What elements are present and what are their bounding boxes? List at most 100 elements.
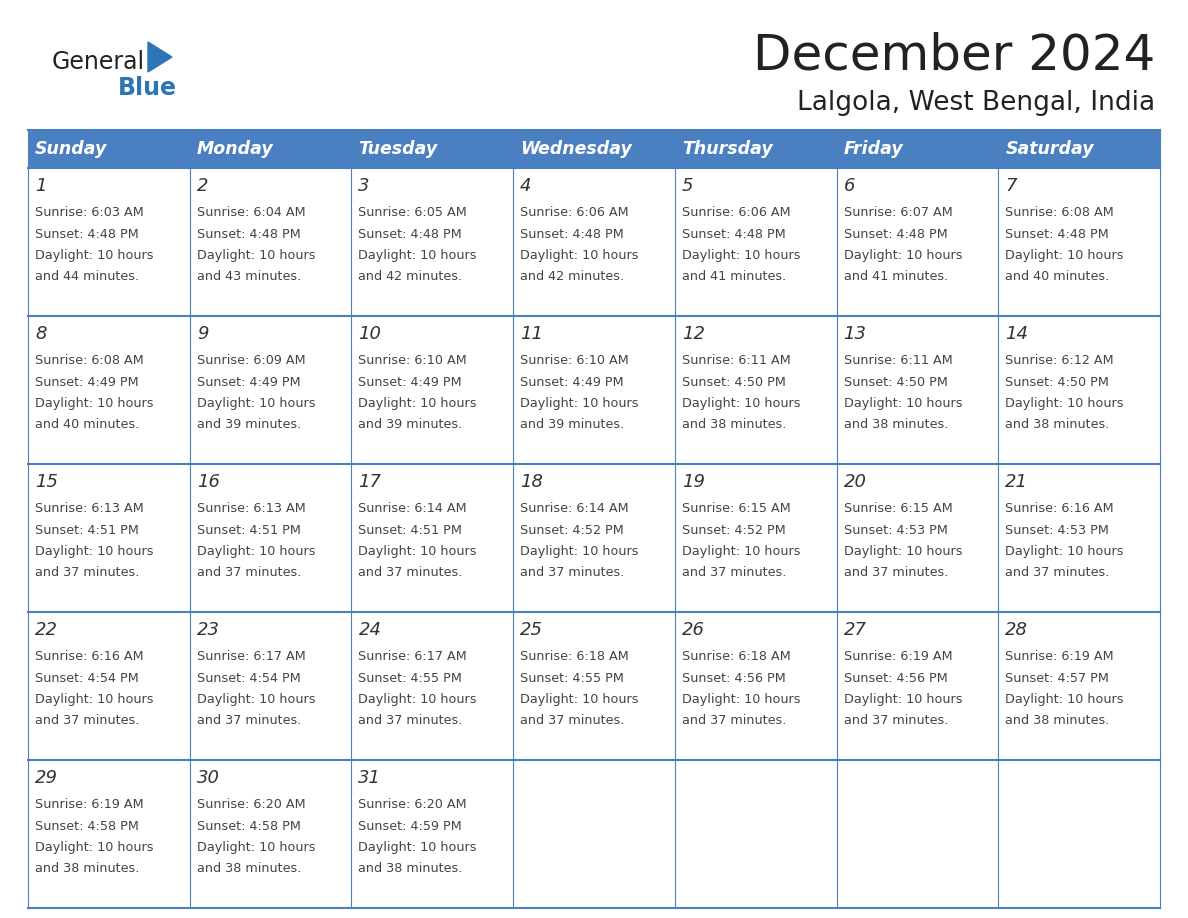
Text: Sunset: 4:48 PM: Sunset: 4:48 PM bbox=[520, 228, 624, 241]
Text: and 39 minutes.: and 39 minutes. bbox=[520, 418, 625, 431]
Text: and 38 minutes.: and 38 minutes. bbox=[34, 861, 139, 875]
Text: 20: 20 bbox=[843, 473, 866, 491]
Text: Sunset: 4:49 PM: Sunset: 4:49 PM bbox=[359, 375, 462, 388]
Text: Sunset: 4:56 PM: Sunset: 4:56 PM bbox=[843, 671, 947, 685]
Text: Daylight: 10 hours: Daylight: 10 hours bbox=[1005, 693, 1124, 707]
Bar bbox=[675, 760, 836, 908]
Bar bbox=[836, 316, 998, 464]
Text: Sunrise: 6:19 AM: Sunrise: 6:19 AM bbox=[1005, 650, 1114, 663]
Text: Saturday: Saturday bbox=[1005, 140, 1094, 158]
Text: 9: 9 bbox=[197, 325, 208, 343]
Text: Daylight: 10 hours: Daylight: 10 hours bbox=[197, 545, 315, 558]
Bar bbox=[513, 612, 675, 760]
Text: Sunrise: 6:14 AM: Sunrise: 6:14 AM bbox=[359, 501, 467, 514]
Text: Sunset: 4:48 PM: Sunset: 4:48 PM bbox=[359, 228, 462, 241]
Bar bbox=[998, 316, 1159, 464]
Text: Sunrise: 6:08 AM: Sunrise: 6:08 AM bbox=[34, 353, 144, 366]
Text: Sunrise: 6:03 AM: Sunrise: 6:03 AM bbox=[34, 206, 144, 218]
Text: and 37 minutes.: and 37 minutes. bbox=[197, 565, 301, 578]
Text: 27: 27 bbox=[843, 621, 866, 639]
Bar bbox=[352, 464, 513, 612]
Text: Sunrise: 6:12 AM: Sunrise: 6:12 AM bbox=[1005, 353, 1114, 366]
Text: Daylight: 10 hours: Daylight: 10 hours bbox=[843, 693, 962, 707]
Text: and 38 minutes.: and 38 minutes. bbox=[359, 861, 463, 875]
Text: Sunset: 4:48 PM: Sunset: 4:48 PM bbox=[197, 228, 301, 241]
Text: Sunrise: 6:18 AM: Sunrise: 6:18 AM bbox=[520, 650, 628, 663]
Text: Sunrise: 6:10 AM: Sunrise: 6:10 AM bbox=[359, 353, 467, 366]
Text: and 37 minutes.: and 37 minutes. bbox=[359, 565, 463, 578]
Bar bbox=[675, 464, 836, 612]
Bar bbox=[836, 612, 998, 760]
Text: 1: 1 bbox=[34, 177, 46, 195]
Text: 25: 25 bbox=[520, 621, 543, 639]
Text: December 2024: December 2024 bbox=[753, 31, 1155, 79]
Text: Sunrise: 6:06 AM: Sunrise: 6:06 AM bbox=[520, 206, 628, 218]
Text: Sunset: 4:48 PM: Sunset: 4:48 PM bbox=[1005, 228, 1110, 241]
Text: and 43 minutes.: and 43 minutes. bbox=[197, 270, 301, 283]
Text: Sunrise: 6:13 AM: Sunrise: 6:13 AM bbox=[197, 501, 305, 514]
Text: Sunrise: 6:20 AM: Sunrise: 6:20 AM bbox=[359, 798, 467, 811]
Text: and 38 minutes.: and 38 minutes. bbox=[1005, 418, 1110, 431]
Text: Sunset: 4:51 PM: Sunset: 4:51 PM bbox=[197, 523, 301, 536]
Text: Sunset: 4:52 PM: Sunset: 4:52 PM bbox=[682, 523, 785, 536]
Text: Sunset: 4:58 PM: Sunset: 4:58 PM bbox=[34, 820, 139, 833]
Bar bbox=[190, 612, 352, 760]
Text: Sunrise: 6:09 AM: Sunrise: 6:09 AM bbox=[197, 353, 305, 366]
Bar bbox=[998, 612, 1159, 760]
Bar bbox=[513, 168, 675, 316]
Text: Daylight: 10 hours: Daylight: 10 hours bbox=[34, 397, 153, 410]
Text: Daylight: 10 hours: Daylight: 10 hours bbox=[359, 250, 476, 263]
Text: and 42 minutes.: and 42 minutes. bbox=[520, 270, 624, 283]
Text: Sunset: 4:50 PM: Sunset: 4:50 PM bbox=[682, 375, 785, 388]
Text: Daylight: 10 hours: Daylight: 10 hours bbox=[520, 397, 639, 410]
Text: and 38 minutes.: and 38 minutes. bbox=[682, 418, 786, 431]
Text: Sunrise: 6:19 AM: Sunrise: 6:19 AM bbox=[34, 798, 144, 811]
Text: Daylight: 10 hours: Daylight: 10 hours bbox=[197, 397, 315, 410]
Text: 15: 15 bbox=[34, 473, 58, 491]
Text: Daylight: 10 hours: Daylight: 10 hours bbox=[682, 397, 801, 410]
Text: and 41 minutes.: and 41 minutes. bbox=[682, 270, 786, 283]
Text: and 39 minutes.: and 39 minutes. bbox=[197, 418, 301, 431]
Text: Sunrise: 6:08 AM: Sunrise: 6:08 AM bbox=[1005, 206, 1114, 218]
Text: Sunset: 4:49 PM: Sunset: 4:49 PM bbox=[34, 375, 139, 388]
Text: Daylight: 10 hours: Daylight: 10 hours bbox=[197, 693, 315, 707]
Text: Sunrise: 6:10 AM: Sunrise: 6:10 AM bbox=[520, 353, 628, 366]
Bar bbox=[513, 464, 675, 612]
Text: 13: 13 bbox=[843, 325, 866, 343]
Text: Sunset: 4:49 PM: Sunset: 4:49 PM bbox=[197, 375, 301, 388]
Text: Thursday: Thursday bbox=[682, 140, 772, 158]
Text: and 37 minutes.: and 37 minutes. bbox=[682, 565, 786, 578]
Text: Sunset: 4:49 PM: Sunset: 4:49 PM bbox=[520, 375, 624, 388]
Text: Sunday: Sunday bbox=[34, 140, 107, 158]
Text: 19: 19 bbox=[682, 473, 704, 491]
Text: and 41 minutes.: and 41 minutes. bbox=[843, 270, 948, 283]
Bar bbox=[29, 464, 190, 612]
Text: Sunset: 4:53 PM: Sunset: 4:53 PM bbox=[843, 523, 948, 536]
Text: Sunrise: 6:07 AM: Sunrise: 6:07 AM bbox=[843, 206, 953, 218]
Text: Wednesday: Wednesday bbox=[520, 140, 632, 158]
Text: Sunset: 4:54 PM: Sunset: 4:54 PM bbox=[197, 671, 301, 685]
Text: 6: 6 bbox=[843, 177, 855, 195]
Text: 17: 17 bbox=[359, 473, 381, 491]
Text: 18: 18 bbox=[520, 473, 543, 491]
Text: 31: 31 bbox=[359, 769, 381, 787]
Bar bbox=[190, 760, 352, 908]
Text: Daylight: 10 hours: Daylight: 10 hours bbox=[34, 545, 153, 558]
Text: Sunrise: 6:13 AM: Sunrise: 6:13 AM bbox=[34, 501, 144, 514]
Text: and 38 minutes.: and 38 minutes. bbox=[843, 418, 948, 431]
Text: 10: 10 bbox=[359, 325, 381, 343]
Text: Daylight: 10 hours: Daylight: 10 hours bbox=[520, 250, 639, 263]
Text: Daylight: 10 hours: Daylight: 10 hours bbox=[843, 250, 962, 263]
Bar bbox=[29, 168, 190, 316]
Text: Sunrise: 6:11 AM: Sunrise: 6:11 AM bbox=[843, 353, 953, 366]
Text: Daylight: 10 hours: Daylight: 10 hours bbox=[682, 250, 801, 263]
Text: 11: 11 bbox=[520, 325, 543, 343]
Bar bbox=[998, 168, 1159, 316]
Text: 14: 14 bbox=[1005, 325, 1029, 343]
Text: 7: 7 bbox=[1005, 177, 1017, 195]
Text: Sunset: 4:50 PM: Sunset: 4:50 PM bbox=[1005, 375, 1110, 388]
Bar bbox=[29, 760, 190, 908]
Text: Daylight: 10 hours: Daylight: 10 hours bbox=[843, 545, 962, 558]
Text: Sunset: 4:53 PM: Sunset: 4:53 PM bbox=[1005, 523, 1110, 536]
Text: Sunrise: 6:17 AM: Sunrise: 6:17 AM bbox=[359, 650, 467, 663]
